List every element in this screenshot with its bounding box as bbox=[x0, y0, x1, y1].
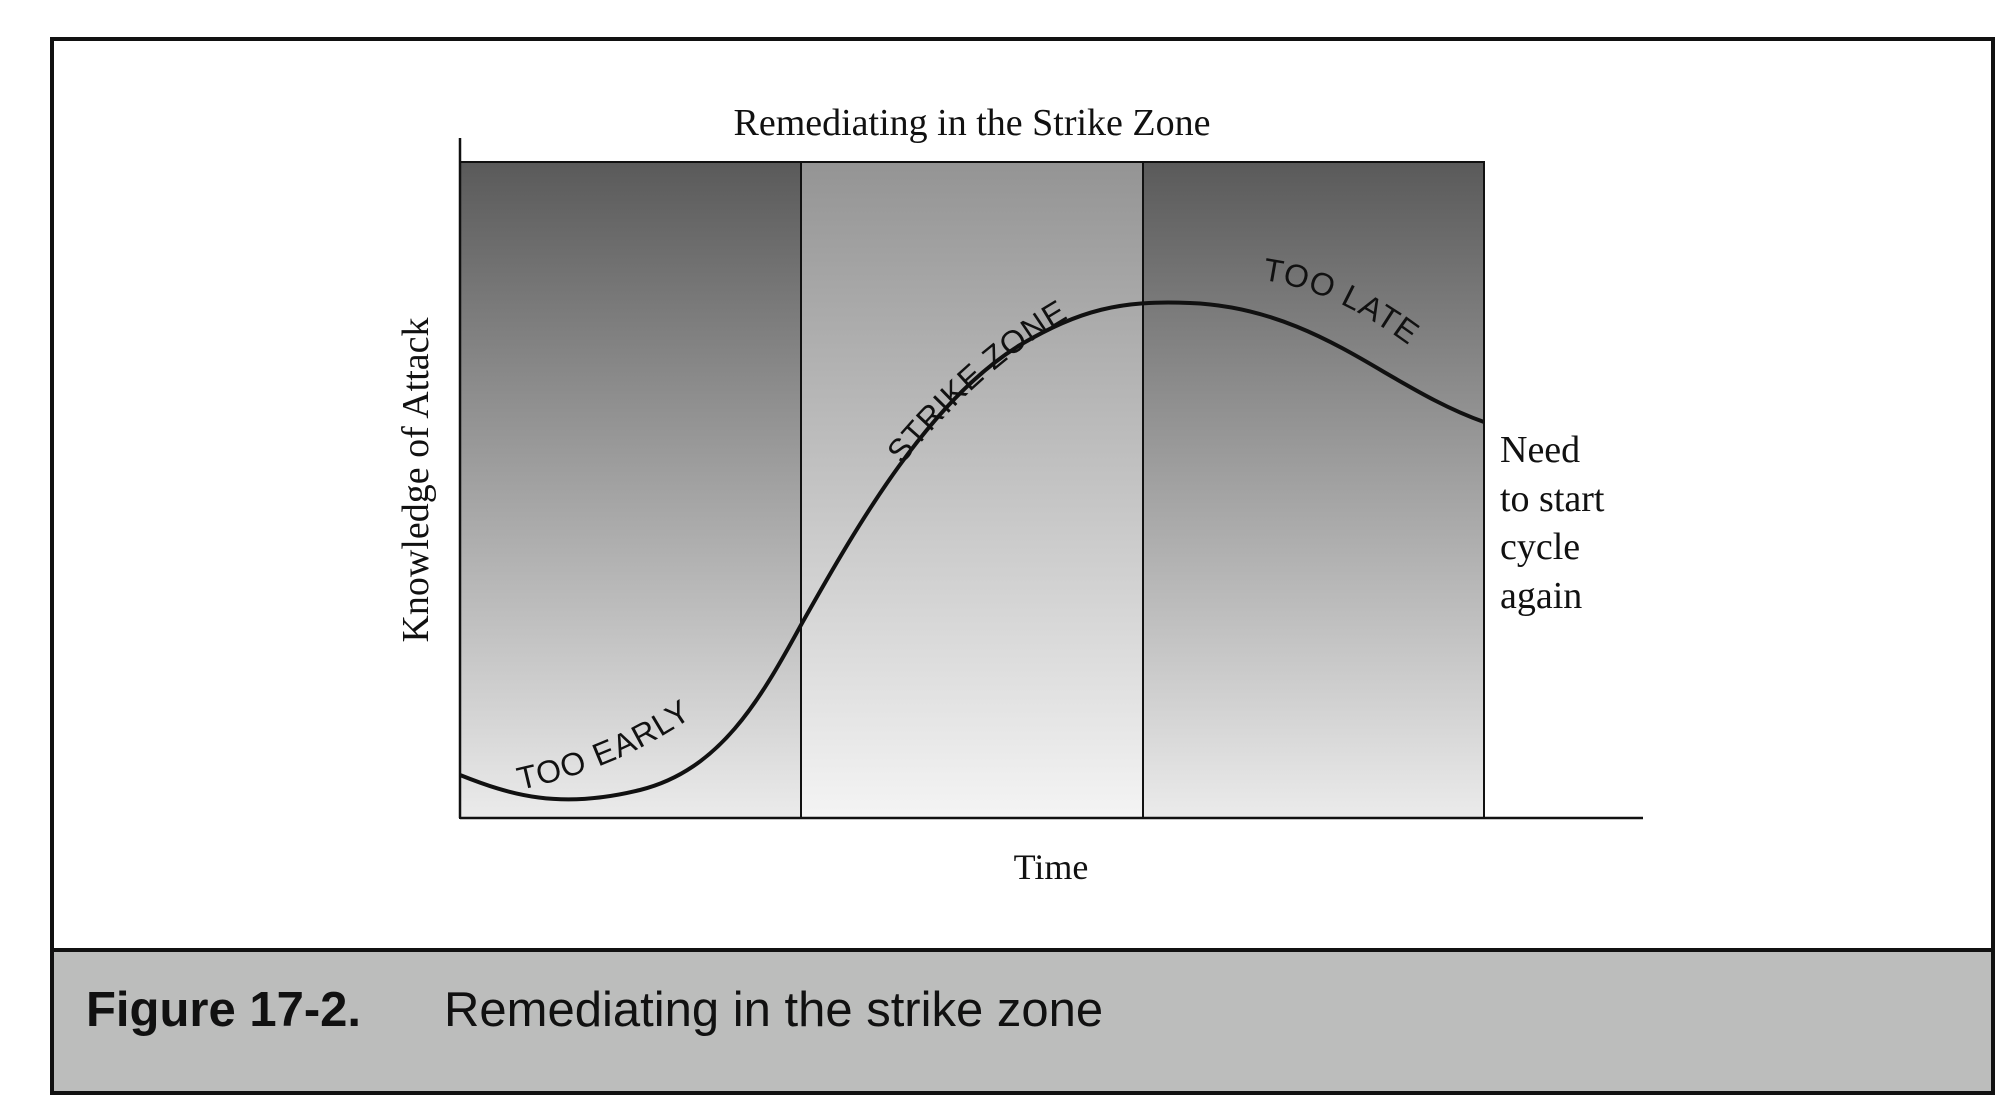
zone-too-late bbox=[1142, 161, 1485, 819]
end-note-line-1: Need bbox=[1500, 429, 1580, 471]
x-axis-label: Time bbox=[1014, 847, 1089, 887]
end-note: Need to start cycle again bbox=[1500, 429, 1614, 617]
caption-text: Remediating in the strike zone bbox=[444, 983, 1104, 1037]
diagram-title: Remediating in the Strike Zone bbox=[733, 102, 1210, 144]
end-note-line-4: again bbox=[1500, 575, 1582, 617]
y-axis-label: Knowledge of Attack bbox=[395, 317, 437, 642]
end-note-line-2: to start bbox=[1500, 478, 1605, 520]
zone-strike bbox=[800, 161, 1144, 819]
end-note-line-3: cycle bbox=[1500, 526, 1580, 568]
caption-figure-number: Figure 17-2. bbox=[86, 983, 362, 1037]
knowledge-curve bbox=[459, 300, 1485, 802]
zone-too-early bbox=[459, 161, 802, 819]
caption-bar: Figure 17-2. Remediating in the strike z… bbox=[50, 948, 1995, 1095]
